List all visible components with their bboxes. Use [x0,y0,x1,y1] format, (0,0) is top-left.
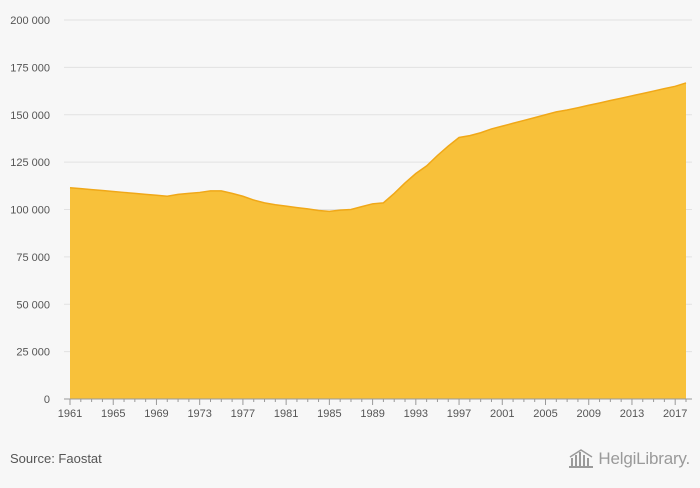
brand-name: HelgiLibrary. [598,449,690,468]
x-tick-label: 1969 [144,408,168,420]
x-tick-label: 1993 [404,408,428,420]
x-tick-label: 1997 [447,408,471,420]
area-series [69,82,687,399]
y-tick-label: 200 000 [10,15,50,27]
x-tick-label: 1977 [231,408,255,420]
x-axis [64,398,692,405]
source-note: Source: Faostat [10,451,102,466]
y-tick-label: 25 000 [16,347,50,359]
y-tick-label: 50 000 [16,299,50,311]
x-tick-label: 2001 [490,408,514,420]
area-fill [70,82,686,399]
x-tick-label: 1965 [101,408,125,420]
y-tick-label: 150 000 [10,110,50,122]
y-tick-label: 100 000 [10,205,50,217]
x-tick-label: 2013 [620,408,644,420]
x-tick-label: 1989 [360,408,384,420]
x-tick-label: 1985 [317,408,341,420]
y-tick-label: 175 000 [10,62,50,74]
y-tick-label: 0 [44,394,50,406]
x-tick-label: 1961 [58,408,82,420]
x-tick-label: 2005 [533,408,557,420]
x-axis-labels: 1961 1965 1969 1973 1977 1981 1985 1989 1993 1997… [58,408,688,420]
y-tick-label: 125 000 [10,157,50,169]
library-building-icon [569,449,594,468]
x-tick-label: 1981 [274,408,298,420]
y-axis-labels: 0 25 000 50 000 75 000 100 000 125 000 150 000… [10,15,50,406]
y-tick-label: 75 000 [16,252,50,264]
x-tick-label: 1973 [187,408,211,420]
brand-logo[interactable]: HelgiLibrary. [568,449,690,469]
x-tick-label: 2017 [663,408,687,420]
x-tick-label: 2009 [576,408,600,420]
series-line [69,82,687,213]
